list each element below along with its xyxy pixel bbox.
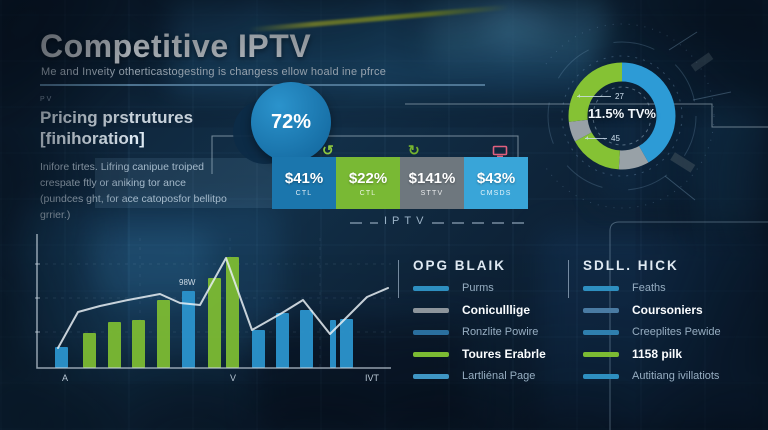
legend-label: Feaths — [632, 282, 666, 294]
stat-value: $43% — [476, 169, 516, 187]
stat-label: STTV — [420, 189, 444, 197]
bar-chart: 98W A V IVT — [35, 228, 395, 388]
legend-right-title: SDLL. HICK — [583, 258, 679, 273]
legend-swatch — [583, 351, 619, 357]
bar-blue — [276, 313, 289, 368]
legend-swatch — [583, 307, 619, 313]
donut-callout-top: 27 — [577, 92, 624, 101]
callout-value: 45 — [611, 134, 620, 143]
legend-label: Coursoniers — [632, 303, 703, 317]
donut-center-label: 11.5% TV% — [588, 106, 656, 121]
stat-box-cmsds: $43% CMSDS — [464, 157, 528, 209]
legend-label: Ronzlite Powire — [462, 326, 539, 338]
legend-label: Coniculllige — [462, 303, 531, 317]
bar-green — [132, 320, 145, 368]
legend-label: Purms — [462, 282, 494, 294]
iptv-divider-label: IPTV — [384, 215, 429, 227]
legend-swatch — [413, 373, 449, 379]
legend-label: Autitiang ivillatiots — [632, 370, 720, 382]
donut-chart: 27 11.5% TV% 45 — [529, 8, 760, 228]
legend-item: Toures Erabrle — [413, 347, 563, 361]
legend-left: OPG BLAIK Purms Coniculllige Ronzlite Powi… — [398, 258, 563, 382]
stat-label: CTL — [359, 189, 377, 197]
highlight-percent-value: 72% — [270, 110, 312, 133]
legend-item: 1158 pilk — [583, 347, 733, 361]
stat-value: $41% — [284, 169, 324, 187]
stat-background-band — [95, 158, 275, 208]
legend-item: Lartliénal Page — [413, 370, 563, 382]
callout-arrow — [585, 136, 607, 140]
stat-value: $22% — [348, 169, 388, 187]
bar-chart-svg: 98W A V IVT — [35, 234, 391, 383]
bar-green — [83, 333, 96, 368]
tv-icon — [492, 145, 508, 157]
legend-label: Creeplites Pewide — [632, 326, 721, 338]
legend-item: Creeplites Pewide — [583, 326, 733, 338]
bar-blue — [300, 310, 313, 368]
legend-item: Autitiang ivillatiots — [583, 370, 733, 382]
legend-label: Lartliénal Page — [462, 370, 536, 382]
stat-label: CTL — [295, 189, 313, 197]
callout-arrow — [577, 94, 611, 98]
donut-callout-bottom: 45 — [585, 134, 620, 143]
pricing-body-text: Inifore tirtes. Lifring canipue troiped … — [40, 160, 227, 222]
bar-green — [208, 278, 221, 368]
stat-box-row: $41% CTL $22% CTL $141% STTV $43% CMSDS — [272, 157, 528, 209]
legend-swatch — [583, 285, 619, 291]
legend-item: Feaths — [583, 282, 733, 294]
stat-box-ctl-2: $22% CTL — [336, 157, 400, 209]
legend-label: Toures Erabrle — [462, 347, 546, 361]
bar-green — [157, 300, 170, 368]
bar-blue — [252, 330, 265, 368]
legend-swatch — [413, 329, 449, 335]
bar-green — [108, 322, 121, 368]
stat-icon-row: ↺ ↻ — [272, 142, 530, 158]
legend-swatch — [583, 329, 619, 335]
legend-swatch — [413, 285, 449, 291]
legend-item: Coursoniers — [583, 303, 733, 317]
bar-blue — [182, 291, 195, 368]
page-title: Competitive IPTV — [40, 28, 312, 64]
stat-box-sttv: $141% STTV — [400, 157, 464, 209]
x-axis-label: V — [230, 373, 236, 383]
legend-right: SDLL. HICK Feaths Coursoniers Creeplites P… — [568, 258, 733, 382]
legend-swatch — [583, 373, 619, 379]
stat-box-ctl-1: $41% CTL — [272, 157, 336, 209]
bar-annotation: 98W — [179, 278, 196, 287]
stat-label: CMSDS — [480, 189, 512, 197]
pricing-heading: Pricing prstrutures [finihoration] — [40, 108, 194, 149]
legend-item: Purms — [413, 282, 563, 294]
legend-swatch — [413, 307, 449, 313]
subtitle-underline — [40, 84, 485, 86]
legend-item: Coniculllige — [413, 303, 563, 317]
stat-value: $141% — [408, 169, 456, 187]
x-axis-label: A — [62, 373, 68, 383]
bar-blue — [330, 320, 336, 368]
callout-value: 27 — [615, 92, 624, 101]
bg-blob — [480, 8, 550, 40]
bar-blue — [340, 319, 353, 368]
legend-swatch — [413, 351, 449, 357]
bar-blue — [55, 347, 68, 368]
page-subtitle: Me and Inveity otherticastogesting is ch… — [41, 66, 387, 78]
pricing-section: PV Pricing prstrutures [finihoration] Ini… — [40, 96, 232, 224]
legend-label: 1158 pilk — [632, 347, 683, 361]
legend-left-title: OPG BLAIK — [413, 258, 507, 273]
pricing-kicker: PV — [40, 96, 54, 103]
x-axis-label: IVT — [365, 373, 380, 383]
legend-item: Ronzlite Powire — [413, 326, 563, 338]
